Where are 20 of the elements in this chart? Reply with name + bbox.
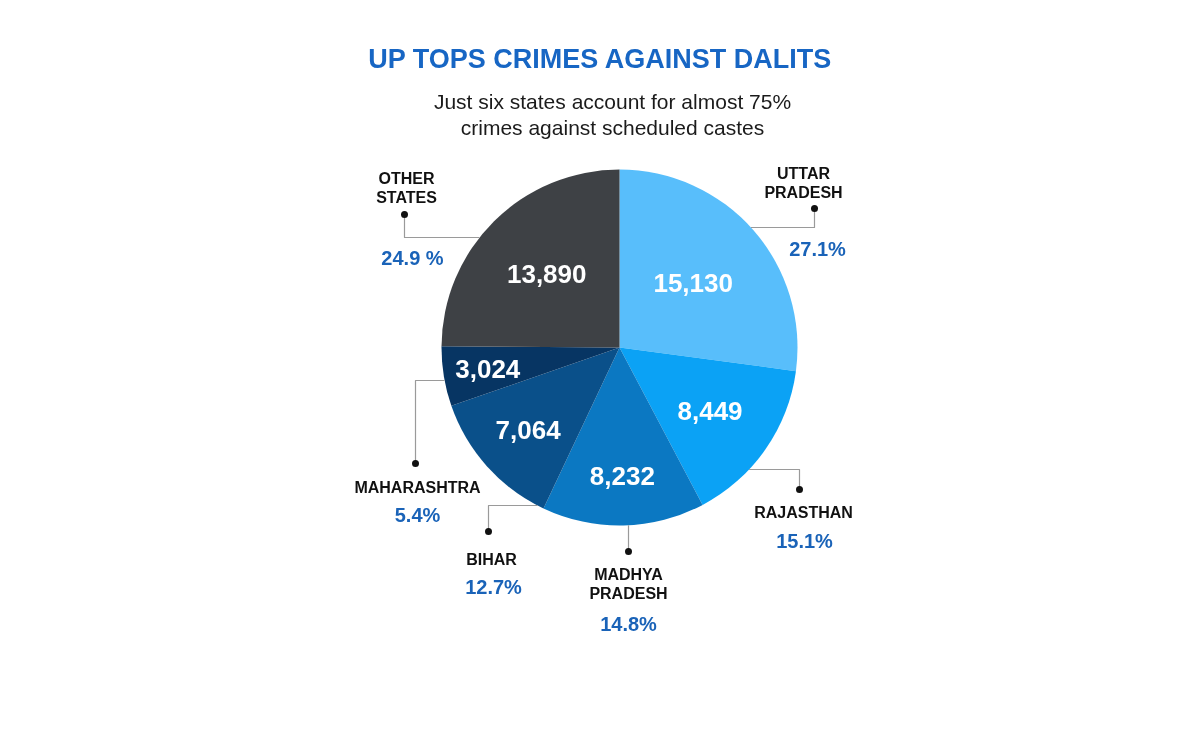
text: 27.1% bbox=[789, 237, 846, 260]
data-label: 15,130 bbox=[653, 268, 733, 299]
text: 24.9 % bbox=[381, 246, 444, 269]
data-label: 8,232 bbox=[589, 460, 655, 491]
slice-label: BIHAR bbox=[466, 551, 518, 568]
chart-title: UP TOPS CRIMES AGAINST DALITS bbox=[368, 43, 832, 74]
chart-subtitle: Just six states account for almost 75% crimes against scheduled castes bbox=[433, 90, 792, 139]
slice-label: RAJASTHAN bbox=[754, 504, 853, 521]
text: 14.8% bbox=[600, 612, 657, 635]
text: 12.7% bbox=[465, 575, 522, 598]
slice-label: OTHER STATES bbox=[376, 170, 438, 206]
data-label: 13,890 bbox=[506, 259, 587, 290]
text: 5.4% bbox=[394, 503, 441, 526]
data-label: 7,064 bbox=[495, 414, 562, 445]
slice-label: UTTAR PRADESH bbox=[764, 165, 843, 201]
text: 15.1% bbox=[776, 529, 833, 552]
slice-label: MAHARASHTRA bbox=[354, 479, 482, 496]
data-label: 3,024 bbox=[455, 354, 521, 385]
slice-label: MADHYA PRADESH bbox=[589, 566, 668, 602]
data-label: 8,449 bbox=[677, 395, 743, 426]
